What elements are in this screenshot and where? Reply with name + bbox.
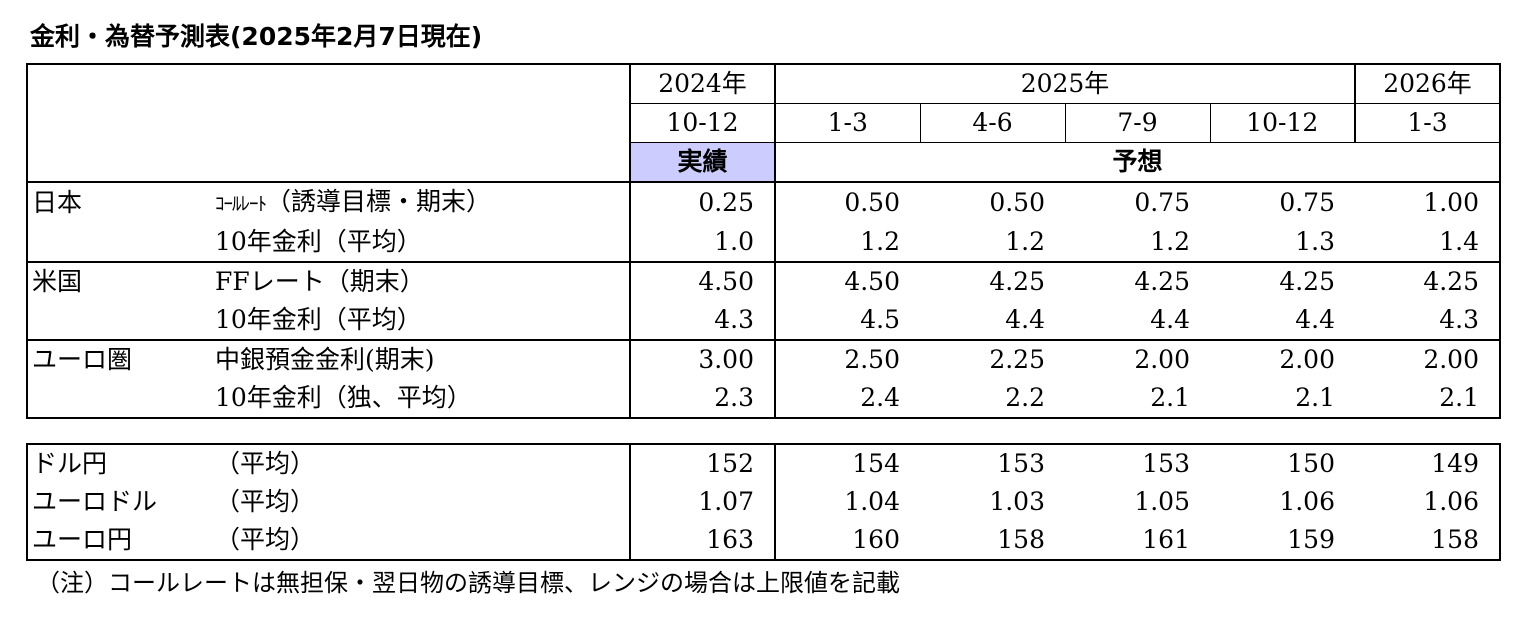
year-2025: 2025年 [774,64,1355,104]
rate-label-text: （誘導目標・期末） [266,187,492,216]
value-cell: 4.3 [1355,301,1500,341]
value-cell: 149 [1431,449,1479,478]
value-cell: 161 [1142,525,1190,554]
value-cell: 159 [1287,525,1335,554]
fx-pair-label: ドル円 [32,449,108,478]
footnote: （注）コールレートは無担保・翌日物の誘導目標、レンジの場合は上限値を記載 [36,569,900,597]
value-cell: 1.06 [1279,487,1335,516]
value-cell: 2.3 [629,379,775,418]
value-cell: 2.25 [989,345,1045,374]
value-cell: 158 [997,525,1045,554]
value-cell: 1.0 [629,223,775,263]
country-label: 日本 [32,188,83,217]
value-cell: 152 [629,444,775,483]
quarter-header: 10-12 [1209,103,1355,143]
rate-label: FFレート（期末） [215,267,425,296]
interest-rate-table: 2024年 2025年 2026年 10-12 1-3 4-6 7-9 10-1… [26,63,1501,419]
country-label-blank [27,301,215,341]
value-cell: 1.06 [1423,487,1479,516]
value-cell: 153 [997,449,1045,478]
value-cell: 2.50 [774,340,920,379]
country-label-blank [27,379,215,418]
forecast-label: 予想 [775,142,1500,183]
value-cell: 1.2 [920,223,1065,263]
value-cell: 2.4 [774,379,920,418]
value-cell: 1.04 [774,483,920,521]
value-cell: 4.25 [1423,267,1479,296]
quarter-header: 10-12 [629,103,775,143]
value-cell: 4.4 [920,301,1065,341]
value-cell: 2.1 [1150,383,1190,412]
value-cell: 1.03 [989,487,1045,516]
value-cell: 4.50 [629,262,775,301]
fx-avg-label: （平均） [215,449,316,478]
value-cell: 1.07 [629,483,775,521]
actual-label: 実績 [629,142,776,183]
value-cell: 1.00 [1423,188,1479,217]
header-blank [27,64,630,183]
rate-label: 10年金利（独、平均） [215,383,472,412]
exchange-rate-table: ドル円 （平均） 152 154 153 153 150 149 ユーロドル （… [26,443,1501,561]
rate-label-prefix: ｺｰﾙﾚｰﾄ [215,193,267,215]
value-cell: 1.3 [1210,223,1355,263]
value-cell: 158 [1431,525,1479,554]
value-cell: 2.00 [1134,345,1190,374]
value-cell: 2.1 [1295,383,1335,412]
year-2026: 2026年 [1354,64,1500,104]
fx-avg-label: （平均） [215,525,316,554]
value-cell: 4.4 [1210,301,1355,341]
country-label: 米国 [32,267,83,296]
value-cell: 2.1 [1439,383,1479,412]
value-cell: 0.50 [774,182,920,223]
value-cell: 154 [774,444,920,483]
value-cell: 4.5 [774,301,920,341]
rate-label: ｺｰﾙﾚｰﾄ（誘導目標・期末） [215,182,630,223]
value-cell: 3.00 [629,340,775,379]
value-cell: 1.05 [1134,487,1190,516]
value-cell: 2.00 [1423,345,1479,374]
value-cell: 2.2 [1005,383,1045,412]
fx-pair-label: ユーロドル [32,487,158,516]
quarter-header: 1-3 [774,103,920,143]
value-cell: 4.3 [629,301,775,341]
fx-pair-label: ユーロ円 [32,525,133,554]
value-cell: 153 [1142,449,1190,478]
year-2024: 2024年 [629,64,775,104]
rate-label: 10年金利（平均） [215,301,630,341]
value-cell: 4.25 [989,267,1045,296]
value-cell: 4.25 [1279,267,1335,296]
country-label: ユーロ圏 [32,345,133,374]
value-cell: 4.50 [774,262,920,301]
country-label-blank [27,223,215,263]
value-cell: 0.25 [629,182,775,223]
value-cell: 150 [1287,449,1335,478]
value-cell: 0.50 [989,188,1045,217]
rate-label: 10年金利（平均） [215,223,630,263]
value-cell: 1.2 [1065,223,1210,263]
rate-label: 中銀預金金利(期末) [215,345,435,374]
value-cell: 0.75 [1134,188,1190,217]
quarter-header: 7-9 [1064,103,1210,143]
value-cell: 2.00 [1279,345,1335,374]
value-cell: 4.4 [1065,301,1210,341]
value-cell: 160 [774,521,920,560]
value-cell: 0.75 [1279,188,1335,217]
value-cell: 1.4 [1355,223,1500,263]
fx-avg-label: （平均） [215,487,316,516]
value-cell: 1.2 [774,223,920,263]
quarter-header: 1-3 [1354,103,1500,143]
value-cell: 4.25 [1134,267,1190,296]
quarter-header: 4-6 [919,103,1065,143]
value-cell: 163 [629,521,775,560]
table-title: 金利・為替予測表(2025年2月7日現在) [30,22,483,51]
